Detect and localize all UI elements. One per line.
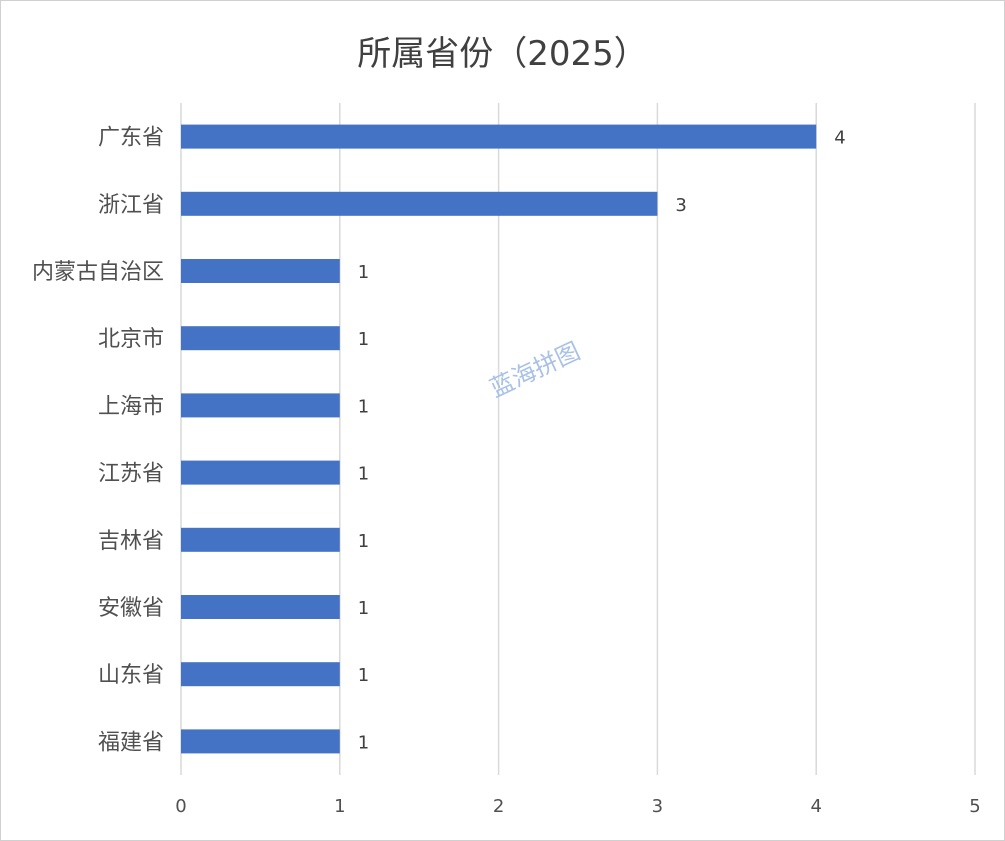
data-label: 1: [358, 396, 369, 417]
category-label: 江苏省: [98, 462, 164, 487]
data-label: 3: [675, 195, 686, 216]
category-label: 山东省: [98, 663, 164, 688]
data-label: 4: [834, 128, 845, 149]
category-label: 广东省: [98, 126, 164, 151]
data-labels: 4 3 1 1 1 1 1 1 1 1: [358, 128, 846, 754]
x-tick-label: 2: [493, 796, 504, 817]
bars: [181, 124, 817, 754]
bar-2: [181, 259, 340, 283]
bar-5: [181, 460, 340, 485]
tick-labels: 0 1 2 3 4 5: [175, 796, 980, 817]
bar-0: [181, 124, 817, 149]
x-tick-label: 1: [334, 796, 345, 817]
data-label: 1: [358, 665, 369, 686]
x-tick-label: 0: [175, 796, 186, 817]
bar-3: [181, 326, 340, 351]
data-label: 1: [358, 598, 369, 619]
bar-9: [181, 729, 340, 754]
category-label: 浙江省: [98, 193, 164, 218]
category-label: 福建省: [98, 730, 164, 755]
x-tick-label: 3: [652, 796, 663, 817]
category-label: 上海市: [98, 394, 164, 419]
bar-8: [181, 662, 340, 687]
bar-7: [181, 595, 340, 619]
category-label: 北京市: [98, 327, 164, 352]
category-label: 吉林省: [98, 529, 164, 554]
data-label: 1: [358, 531, 369, 552]
data-label: 1: [358, 262, 369, 283]
category-label: 安徽省: [98, 596, 164, 621]
x-tick-label: 4: [810, 796, 821, 817]
data-label: 1: [358, 464, 369, 485]
bar-1: [181, 191, 658, 216]
data-label: 1: [358, 732, 369, 753]
category-label: 内蒙古自治区: [32, 260, 164, 285]
data-label: 1: [358, 329, 369, 350]
chart-title: 所属省份（2025）: [357, 34, 648, 74]
bar-6: [181, 527, 340, 552]
bar-4: [181, 393, 340, 418]
x-tick-label: 5: [969, 796, 980, 817]
